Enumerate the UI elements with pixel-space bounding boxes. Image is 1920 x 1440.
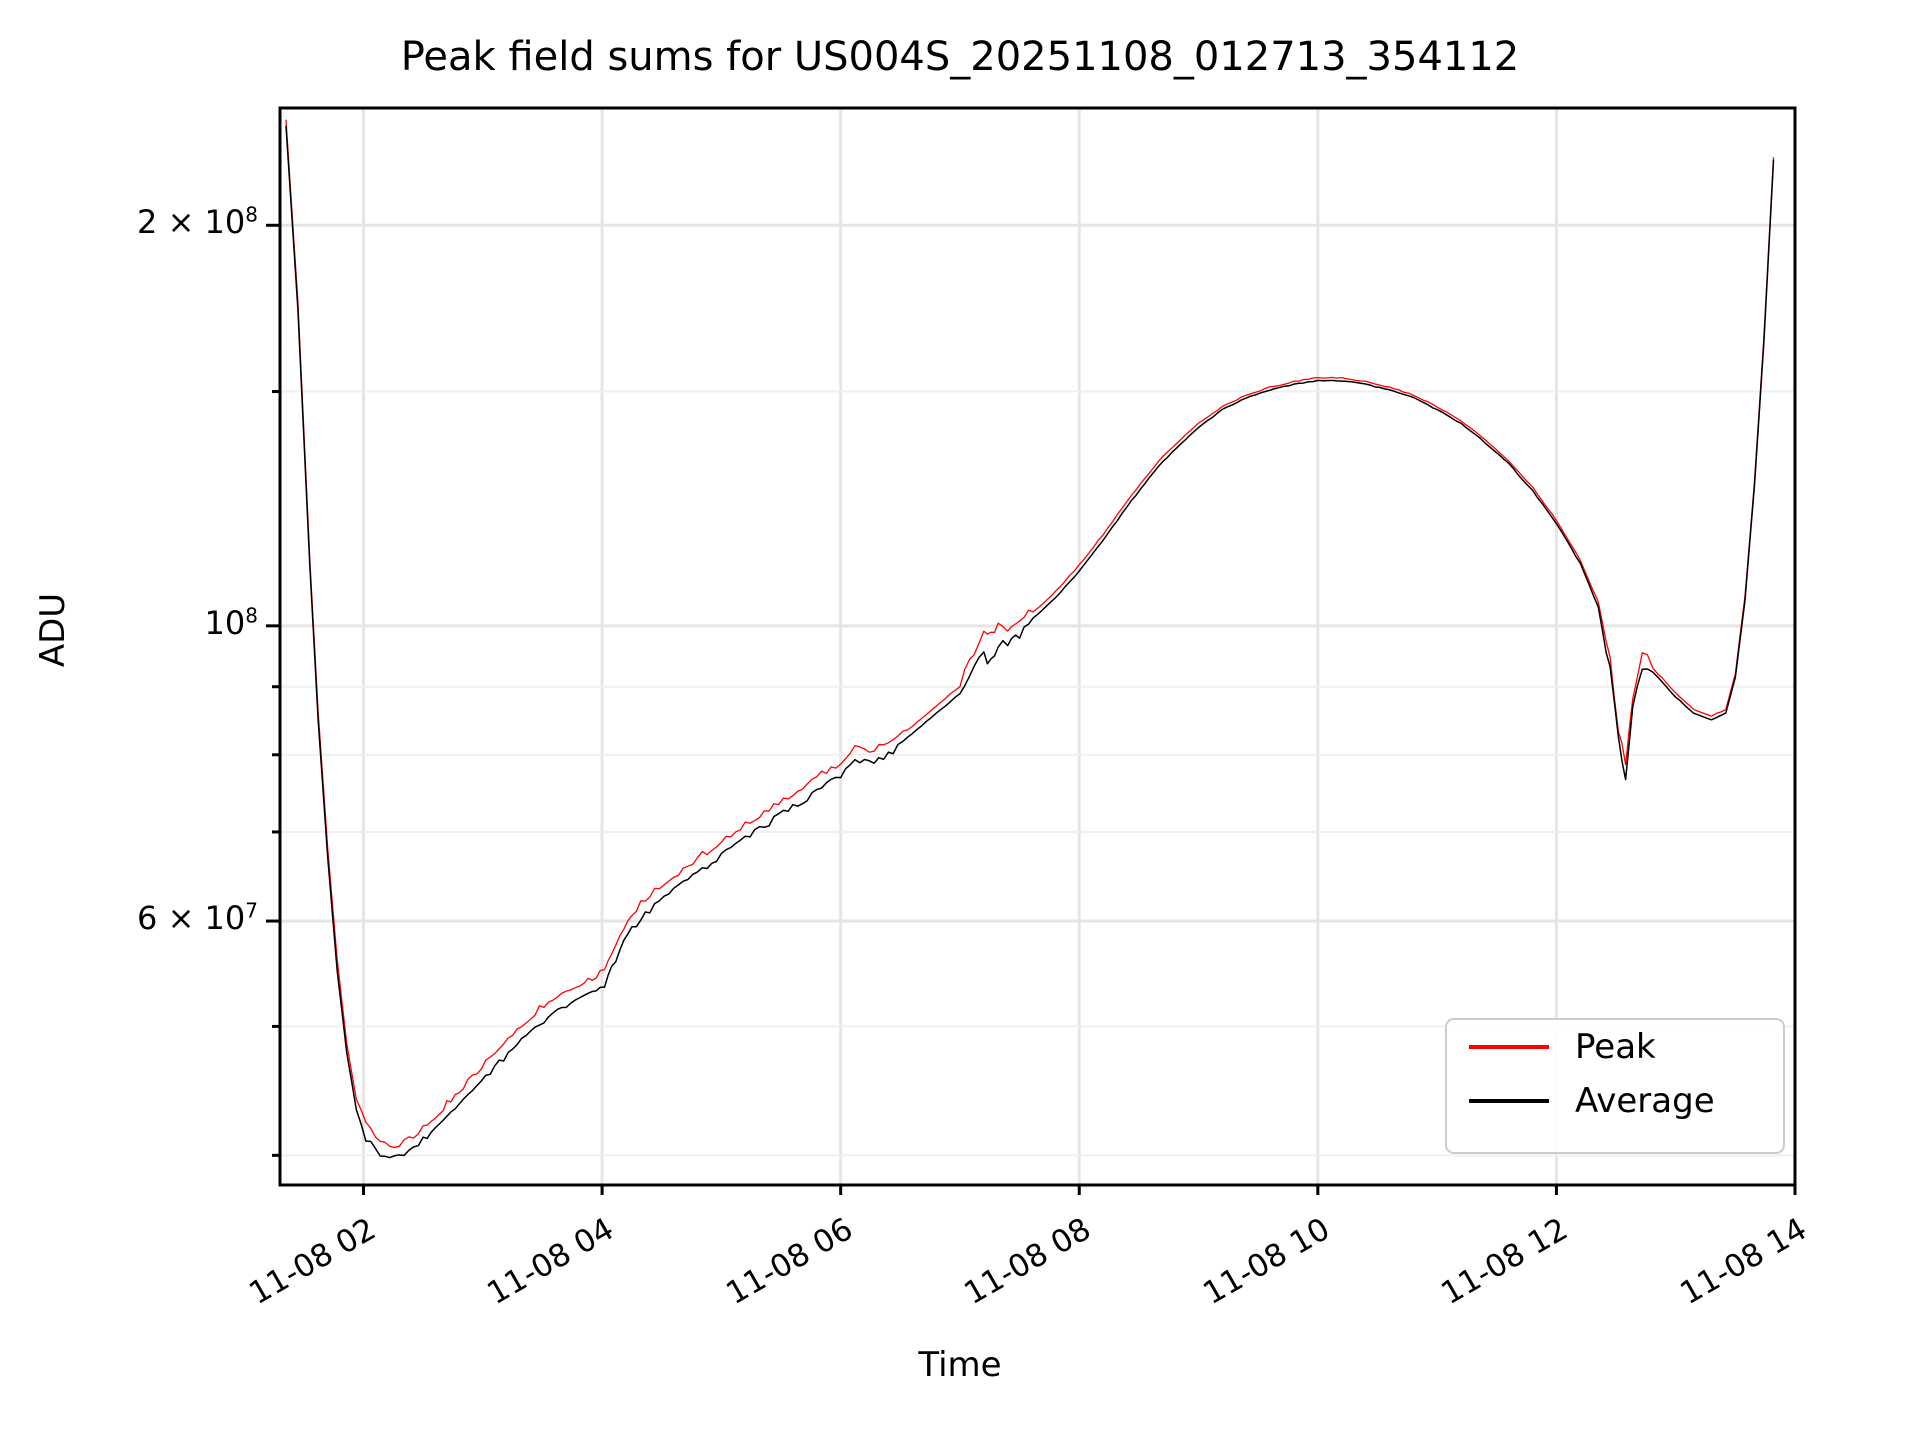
legend-label: Average — [1575, 1081, 1715, 1121]
y-tick-label: 6 × 107 — [137, 898, 258, 938]
tick-marks — [266, 223, 1797, 1195]
series-line-average — [285, 125, 1775, 1159]
legend-item-peak[interactable]: Peak — [1447, 1020, 1783, 1074]
chart-legend[interactable]: Peak Average — [1445, 1018, 1785, 1154]
legend-item-average[interactable]: Average — [1447, 1074, 1783, 1128]
grid-lines — [280, 108, 1797, 1185]
plot-frame — [278, 106, 1797, 1187]
y-tick-label: 108 — [204, 603, 258, 642]
series-line-peak — [285, 119, 1775, 1149]
legend-label: Peak — [1575, 1027, 1656, 1067]
y-axis-label: ADU — [33, 592, 73, 668]
y-tick-label: 2 × 108 — [137, 202, 258, 242]
legend-swatch-peak-icon — [1469, 1045, 1549, 1049]
x-axis-label: Time — [918, 1345, 1002, 1385]
legend-swatch-average-icon — [1469, 1099, 1549, 1103]
data-series-layer — [285, 119, 1775, 1159]
chart-title: Peak field sums for US004S_20251108_0127… — [400, 34, 1520, 80]
